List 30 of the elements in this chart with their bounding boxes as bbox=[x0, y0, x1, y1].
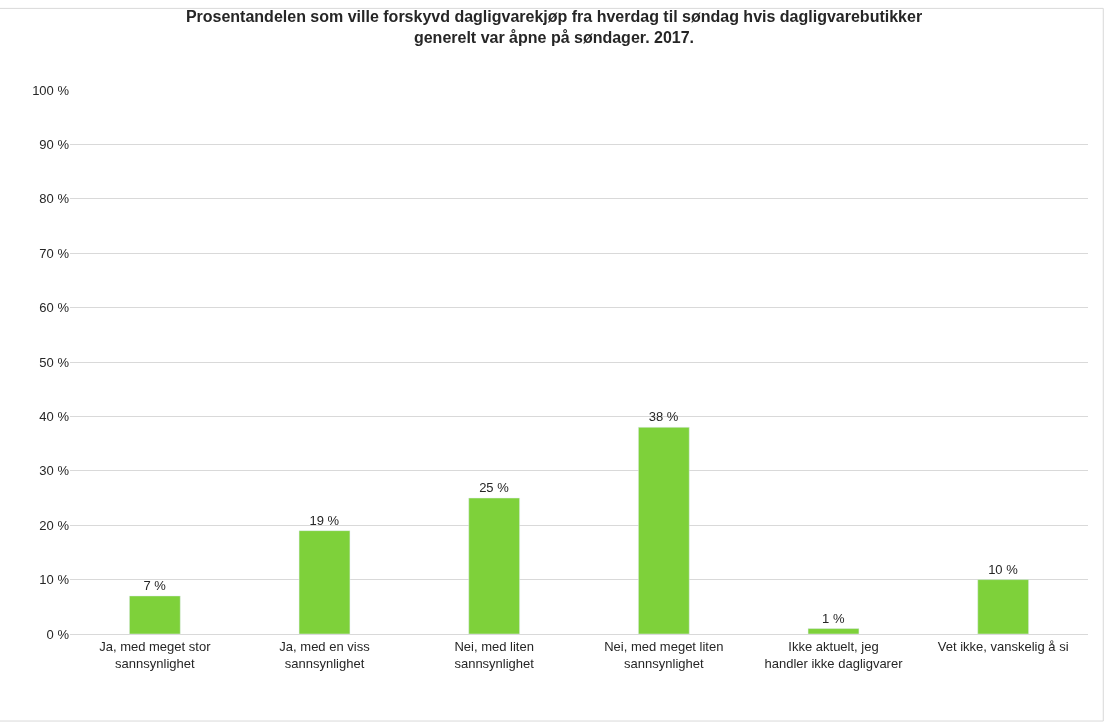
data-label: 1 % bbox=[822, 610, 845, 626]
bar bbox=[977, 579, 1029, 634]
data-label: 19 % bbox=[309, 512, 340, 528]
bar bbox=[468, 497, 520, 634]
y-tick-label: 80 % bbox=[39, 191, 70, 207]
data-label: 38 % bbox=[648, 409, 679, 425]
x-tick-label: Vet ikke, vanskelig å si bbox=[937, 638, 1069, 654]
y-tick-label: 50 % bbox=[39, 354, 70, 370]
bar bbox=[129, 595, 181, 634]
bar bbox=[298, 530, 351, 634]
x-tick-label: Nei, med meget liten sannsynlighet bbox=[604, 638, 724, 671]
y-tick-label: 90 % bbox=[39, 136, 70, 152]
data-label: 10 % bbox=[988, 561, 1019, 577]
data-label: 7 % bbox=[143, 577, 167, 593]
data-label: 25 % bbox=[479, 480, 510, 495]
x-tick-label: Ja, med meget stor sannsynlighet bbox=[99, 638, 212, 671]
x-tick-label: Ja, med en viss sannsynlighet bbox=[279, 638, 371, 671]
y-tick-label: 100 % bbox=[32, 82, 70, 98]
x-tick-label: Ikke aktuelt, jeg handler ikke dagligvarer bbox=[764, 638, 904, 671]
y-tick-label: 60 % bbox=[39, 300, 70, 316]
y-tick-label: 0 % bbox=[46, 626, 70, 642]
chart-title: Prosentandelen som ville forskyvd dagligvarekjøp fra hverdag til søndag hvis dagligvarebutikker generelt var åpne på søndager. 2017. bbox=[185, 7, 923, 46]
bar bbox=[807, 628, 860, 634]
bar bbox=[638, 427, 690, 634]
y-tick-label: 40 % bbox=[39, 408, 70, 424]
y-tick-label: 20 % bbox=[39, 517, 70, 533]
y-tick-label: 10 % bbox=[39, 572, 70, 588]
y-tick-label: 70 % bbox=[39, 245, 70, 261]
x-tick-label: Nei, med liten sannsynlighet bbox=[454, 638, 535, 671]
y-tick-label: 30 % bbox=[39, 463, 70, 479]
